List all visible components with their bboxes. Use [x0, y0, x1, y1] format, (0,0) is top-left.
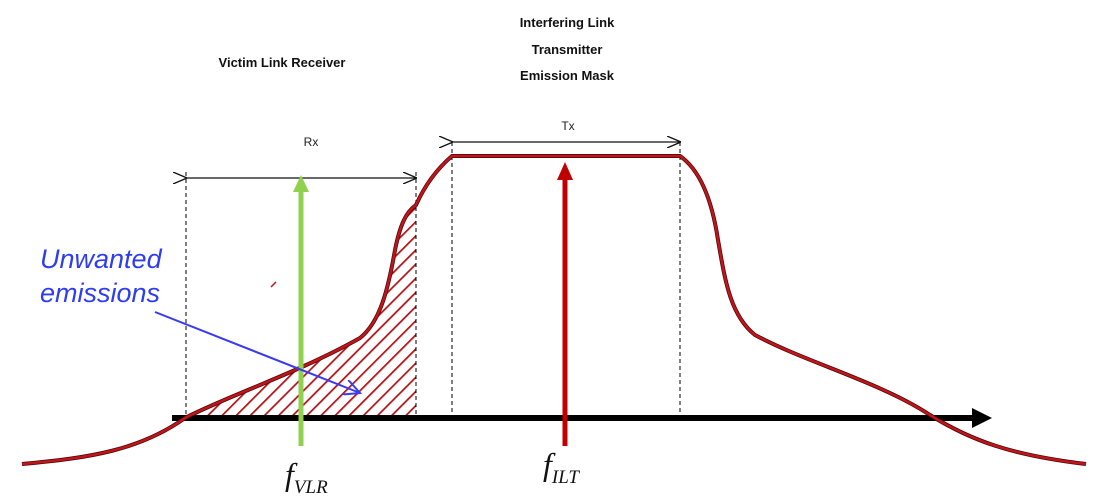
unwanted-emissions-pointer: [154, 311, 360, 393]
rx-label: Rx: [304, 135, 319, 149]
interferer-title-line2: Transmitter: [532, 42, 603, 57]
freq-vlr-label: fVLR: [285, 456, 328, 498]
unwanted-emissions-label-line2: emissions: [40, 278, 160, 308]
stray-mark: [270, 281, 277, 288]
unwanted-emissions-area: [185, 205, 416, 418]
tx-label: Tx: [561, 119, 574, 133]
unwanted-emissions-label-line1: Unwanted: [40, 244, 163, 274]
victim-carrier-arrowhead: [293, 175, 309, 192]
frequency-axis-arrowhead: [972, 408, 992, 428]
interferer-title-line1: Interfering Link: [520, 15, 615, 30]
freq-ilt-label: fILT: [543, 446, 580, 488]
interferer-title-line3: Emission Mask: [520, 68, 615, 83]
interferer-carrier-arrowhead: [557, 162, 573, 180]
emission-mask-curve: [21, 154, 1087, 466]
victim-receiver-title: Victim Link Receiver: [219, 55, 346, 70]
